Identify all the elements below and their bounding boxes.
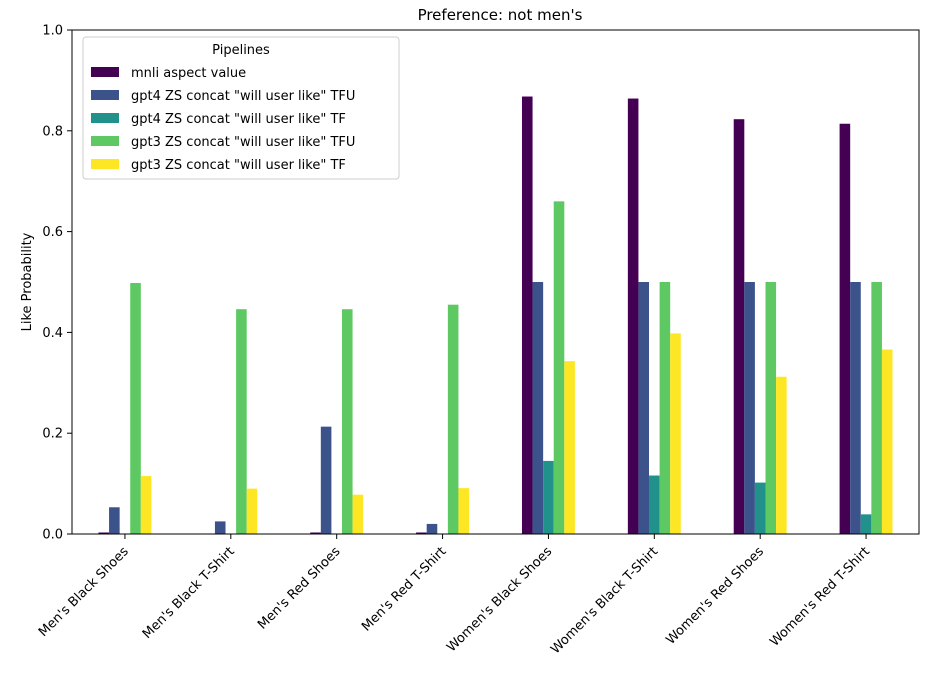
y-tick-label: 1.0 xyxy=(42,24,63,39)
bar xyxy=(458,488,470,534)
legend-swatch xyxy=(91,67,119,77)
y-axis: 0.0 0.2 0.4 0.6 0.8 1.0 xyxy=(42,24,72,543)
legend-swatch xyxy=(91,113,119,123)
x-tick-label: Women's Red Shoes xyxy=(663,544,767,648)
bar xyxy=(341,309,353,534)
bar xyxy=(649,475,660,534)
x-tick-label: Men's Black Shoes xyxy=(36,544,132,640)
bar xyxy=(310,532,321,534)
bar xyxy=(236,309,247,534)
x-tick-label: Men's Black T-Shirt xyxy=(140,544,238,642)
bar xyxy=(744,282,755,534)
legend-swatch xyxy=(91,159,119,169)
y-tick-label: 0.0 xyxy=(42,528,63,543)
bars-group xyxy=(98,96,893,535)
bar xyxy=(564,361,575,534)
x-tick-label: Women's Black Shoes xyxy=(444,544,555,655)
bar xyxy=(627,98,639,534)
bar xyxy=(109,507,120,534)
bar xyxy=(776,376,787,534)
chart-title: Preference: not men's xyxy=(418,6,583,24)
bar xyxy=(246,488,258,534)
legend-label: gpt4 ZS concat "will user like" TF xyxy=(131,112,346,127)
legend-swatch xyxy=(91,90,119,100)
legend-label: gpt4 ZS concat "will user like" TFU xyxy=(131,89,355,104)
legend-label: mnli aspect value xyxy=(131,66,246,81)
bar xyxy=(839,123,851,534)
y-tick-label: 0.2 xyxy=(42,427,63,442)
bar xyxy=(850,282,861,534)
y-tick-label: 0.6 xyxy=(42,225,63,240)
legend-box xyxy=(82,36,400,180)
bar xyxy=(765,282,777,534)
bar xyxy=(871,282,882,534)
bar xyxy=(733,119,745,534)
bar xyxy=(659,282,671,534)
legend: Pipelines mnli aspect value gpt4 ZS conca… xyxy=(82,36,400,180)
legend-label: gpt3 ZS concat "will user like" TFU xyxy=(131,135,355,150)
bar xyxy=(881,349,893,534)
y-tick-label: 0.4 xyxy=(42,326,63,341)
x-tick-label: Men's Red T-Shirt xyxy=(359,544,449,634)
bar xyxy=(140,476,152,534)
y-tick-label: 0.8 xyxy=(42,124,63,139)
legend-title: Pipelines xyxy=(212,43,270,58)
bar xyxy=(320,426,332,534)
bar xyxy=(416,532,427,534)
bar xyxy=(638,282,650,534)
plot-frame xyxy=(71,29,920,535)
bar xyxy=(553,201,565,535)
bar xyxy=(352,494,364,534)
bar xyxy=(532,282,544,534)
bar xyxy=(754,482,766,534)
bar xyxy=(860,514,872,534)
y-axis-label: Like Probability xyxy=(20,232,35,331)
legend-items: mnli aspect value gpt4 ZS concat "will us… xyxy=(91,66,355,173)
x-axis: Men's Black Shoes Men's Black T-Shirt Men'… xyxy=(36,534,873,657)
x-tick-label: Men's Red Shoes xyxy=(255,544,344,633)
bar xyxy=(426,523,438,534)
x-tick-label: Women's Black T-Shirt xyxy=(548,544,661,657)
x-tick-label: Women's Red T-Shirt xyxy=(767,544,873,650)
bar xyxy=(98,532,110,534)
bar xyxy=(521,96,533,534)
bar xyxy=(130,283,141,534)
legend-swatch xyxy=(91,136,119,146)
bar xyxy=(447,304,459,534)
bar xyxy=(670,333,681,534)
bar xyxy=(543,460,554,534)
bar xyxy=(214,521,226,534)
legend-label: gpt3 ZS concat "will user like" TF xyxy=(131,158,346,173)
